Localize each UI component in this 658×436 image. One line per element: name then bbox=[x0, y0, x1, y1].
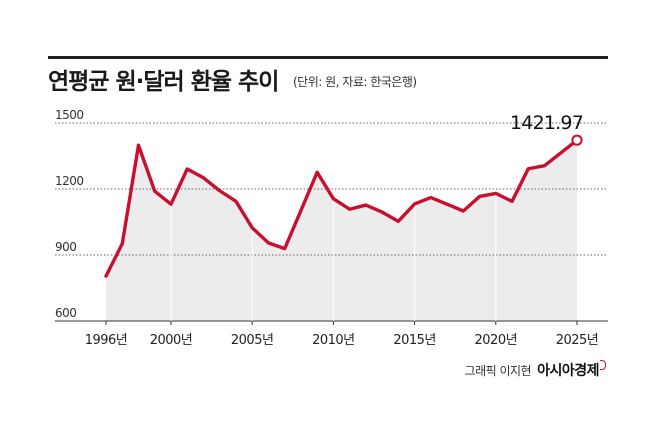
x-tick-label-1996: 1996년 bbox=[85, 333, 128, 348]
grid-layer bbox=[55, 122, 608, 322]
end-point-marker bbox=[571, 134, 583, 146]
credit: 그래픽 이지현 아시아경제 bbox=[465, 360, 606, 380]
brand-name: 아시아경제 bbox=[537, 363, 599, 379]
end-value-label: 1421.97 bbox=[510, 112, 583, 134]
label-layer: 1500 1200 900 600 1996년 2000년 2005년 2010년 2015년 2… bbox=[55, 108, 599, 348]
area-fill bbox=[106, 140, 577, 321]
brand-logo: 아시아경제 bbox=[537, 360, 606, 380]
y-tick-label-600: 600 bbox=[55, 306, 76, 320]
chart-title: 연평균 원·달러 환율 추이 bbox=[48, 69, 279, 95]
x-tick-label-2025: 2025년 bbox=[556, 333, 599, 348]
y-tick-label-1200: 1200 bbox=[55, 174, 84, 188]
series-line-layer bbox=[104, 134, 583, 278]
x-tick-label-2005: 2005년 bbox=[231, 333, 274, 348]
credit-text: 그래픽 이지현 bbox=[464, 364, 532, 378]
y-tick-label-1500: 1500 bbox=[55, 108, 84, 122]
x-tick-label-2015: 2015년 bbox=[393, 333, 436, 348]
area-fill-layer bbox=[106, 140, 577, 321]
x-tick-label-2000: 2000년 bbox=[150, 333, 193, 348]
x-tick-label-2020: 2020년 bbox=[475, 333, 518, 348]
y-tick-label-900: 900 bbox=[55, 240, 76, 254]
top-rule bbox=[48, 56, 608, 59]
brand-mark-icon bbox=[600, 360, 606, 370]
chart-subtitle: (단위: 원, 자료: 한국은행) bbox=[293, 75, 417, 89]
x-tick-label-2010: 2010년 bbox=[312, 333, 355, 348]
year-lines-layer bbox=[105, 193, 578, 325]
series-line bbox=[104, 138, 579, 278]
